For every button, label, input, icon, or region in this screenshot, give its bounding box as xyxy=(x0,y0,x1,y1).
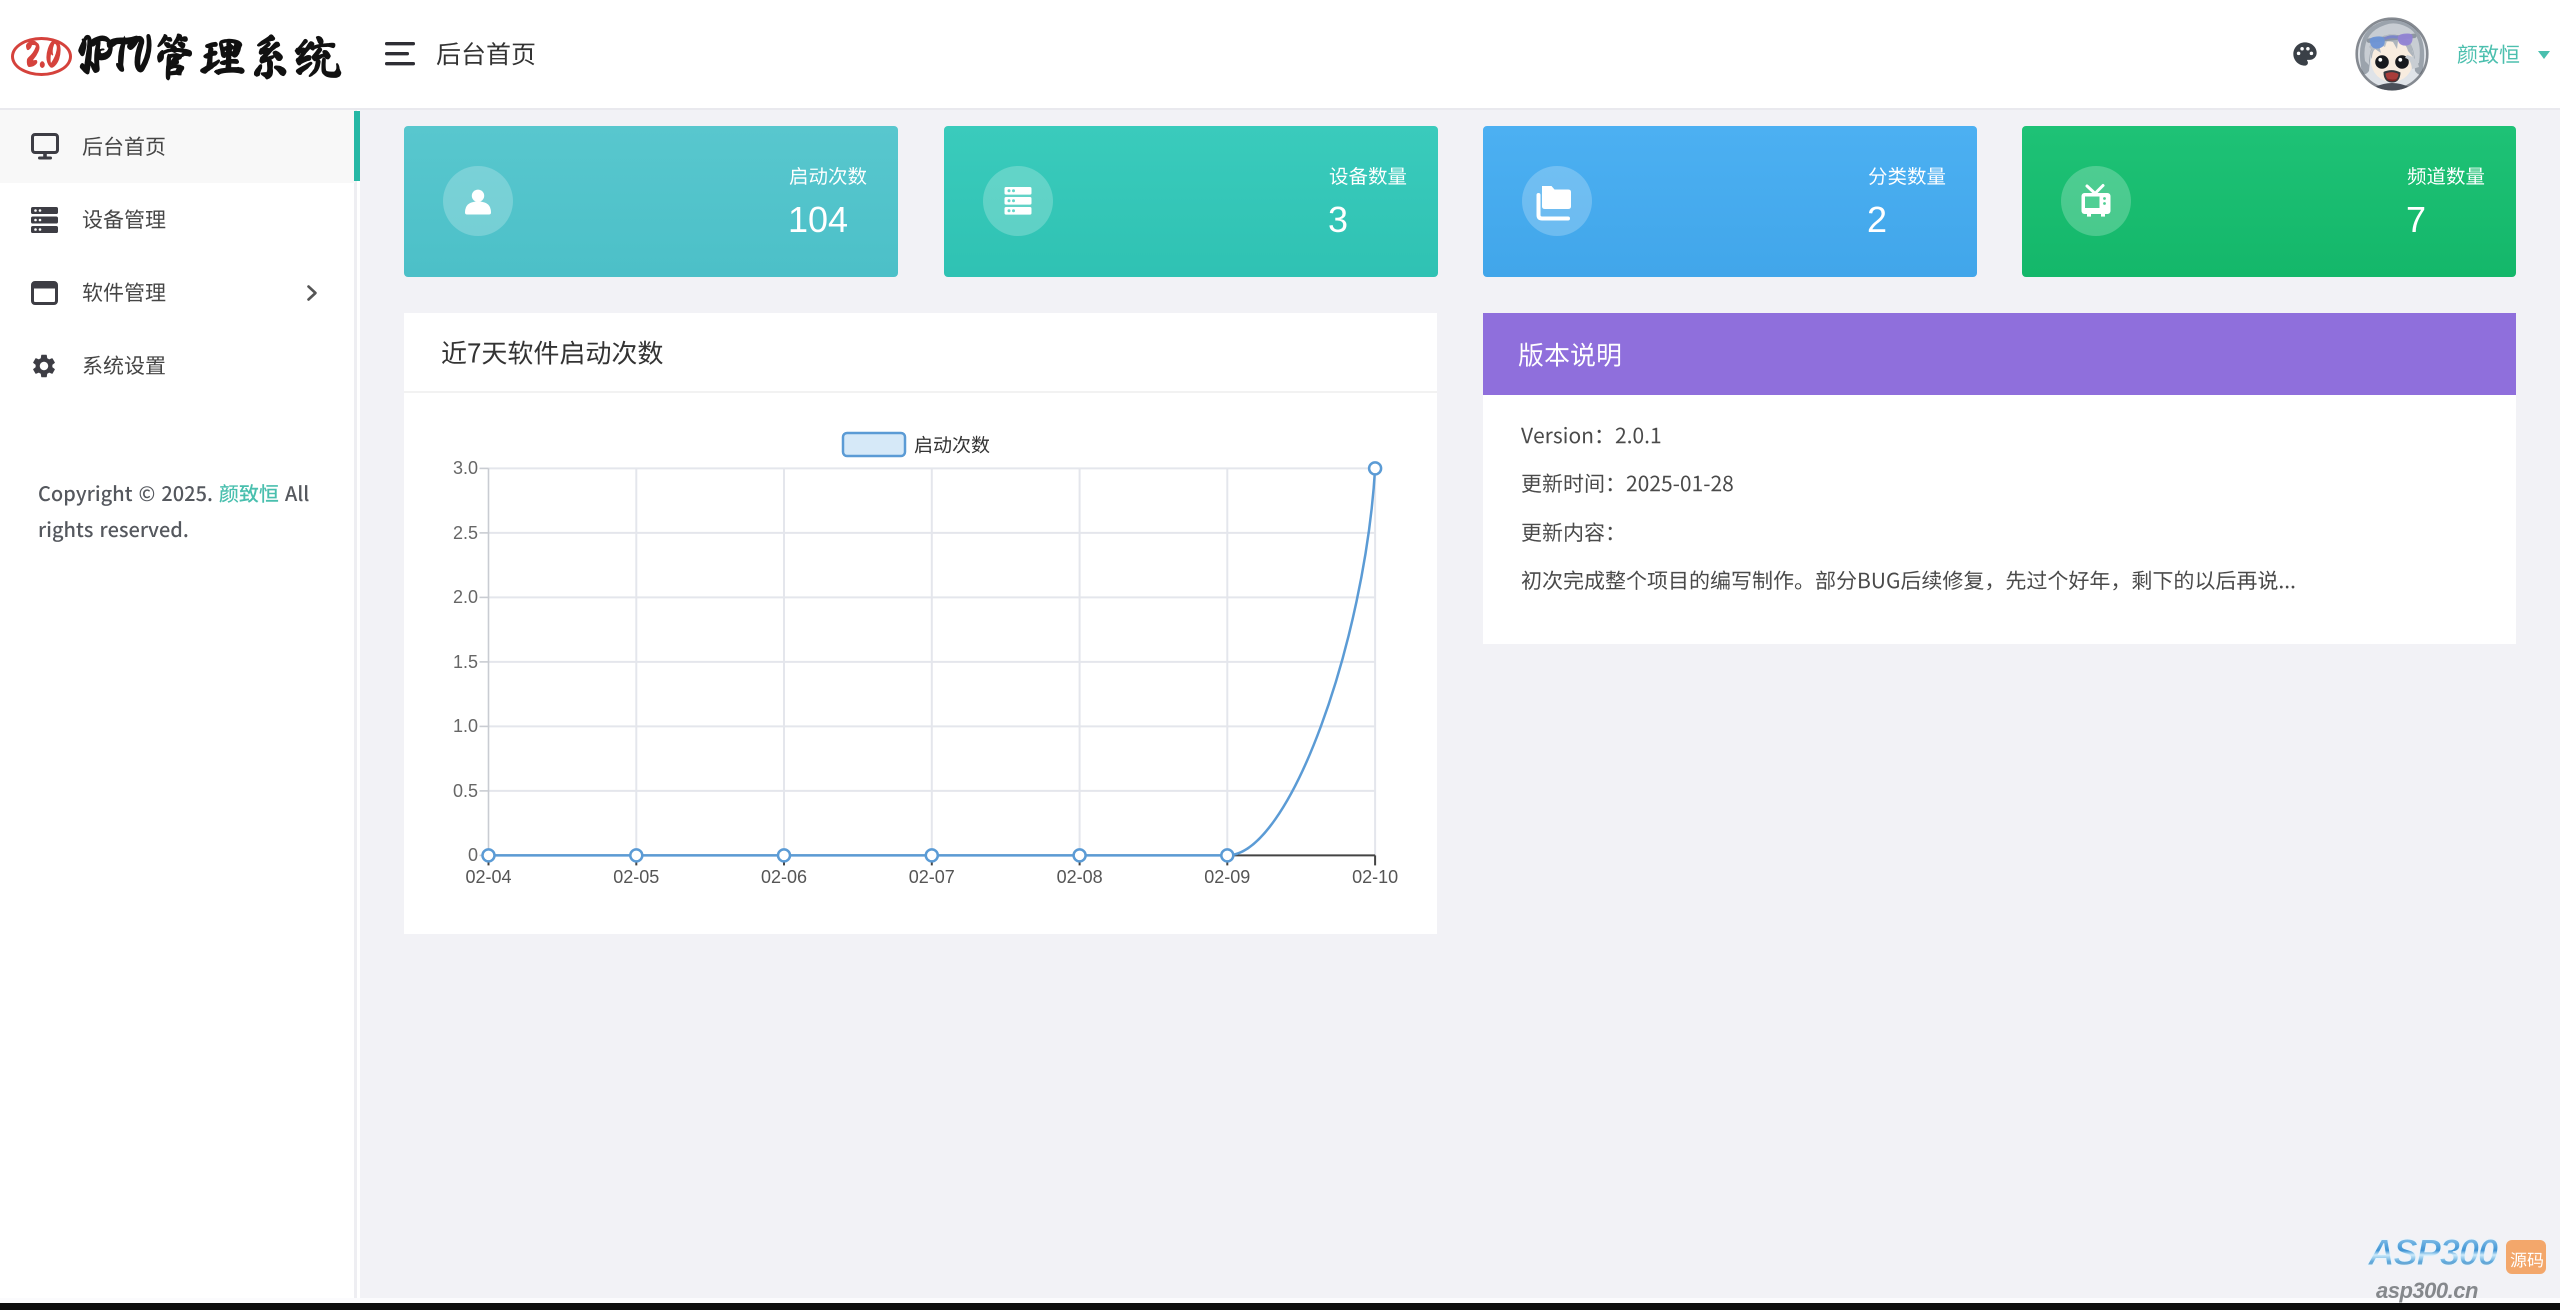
svg-text:ASP300: ASP300 xyxy=(2367,1232,2499,1273)
